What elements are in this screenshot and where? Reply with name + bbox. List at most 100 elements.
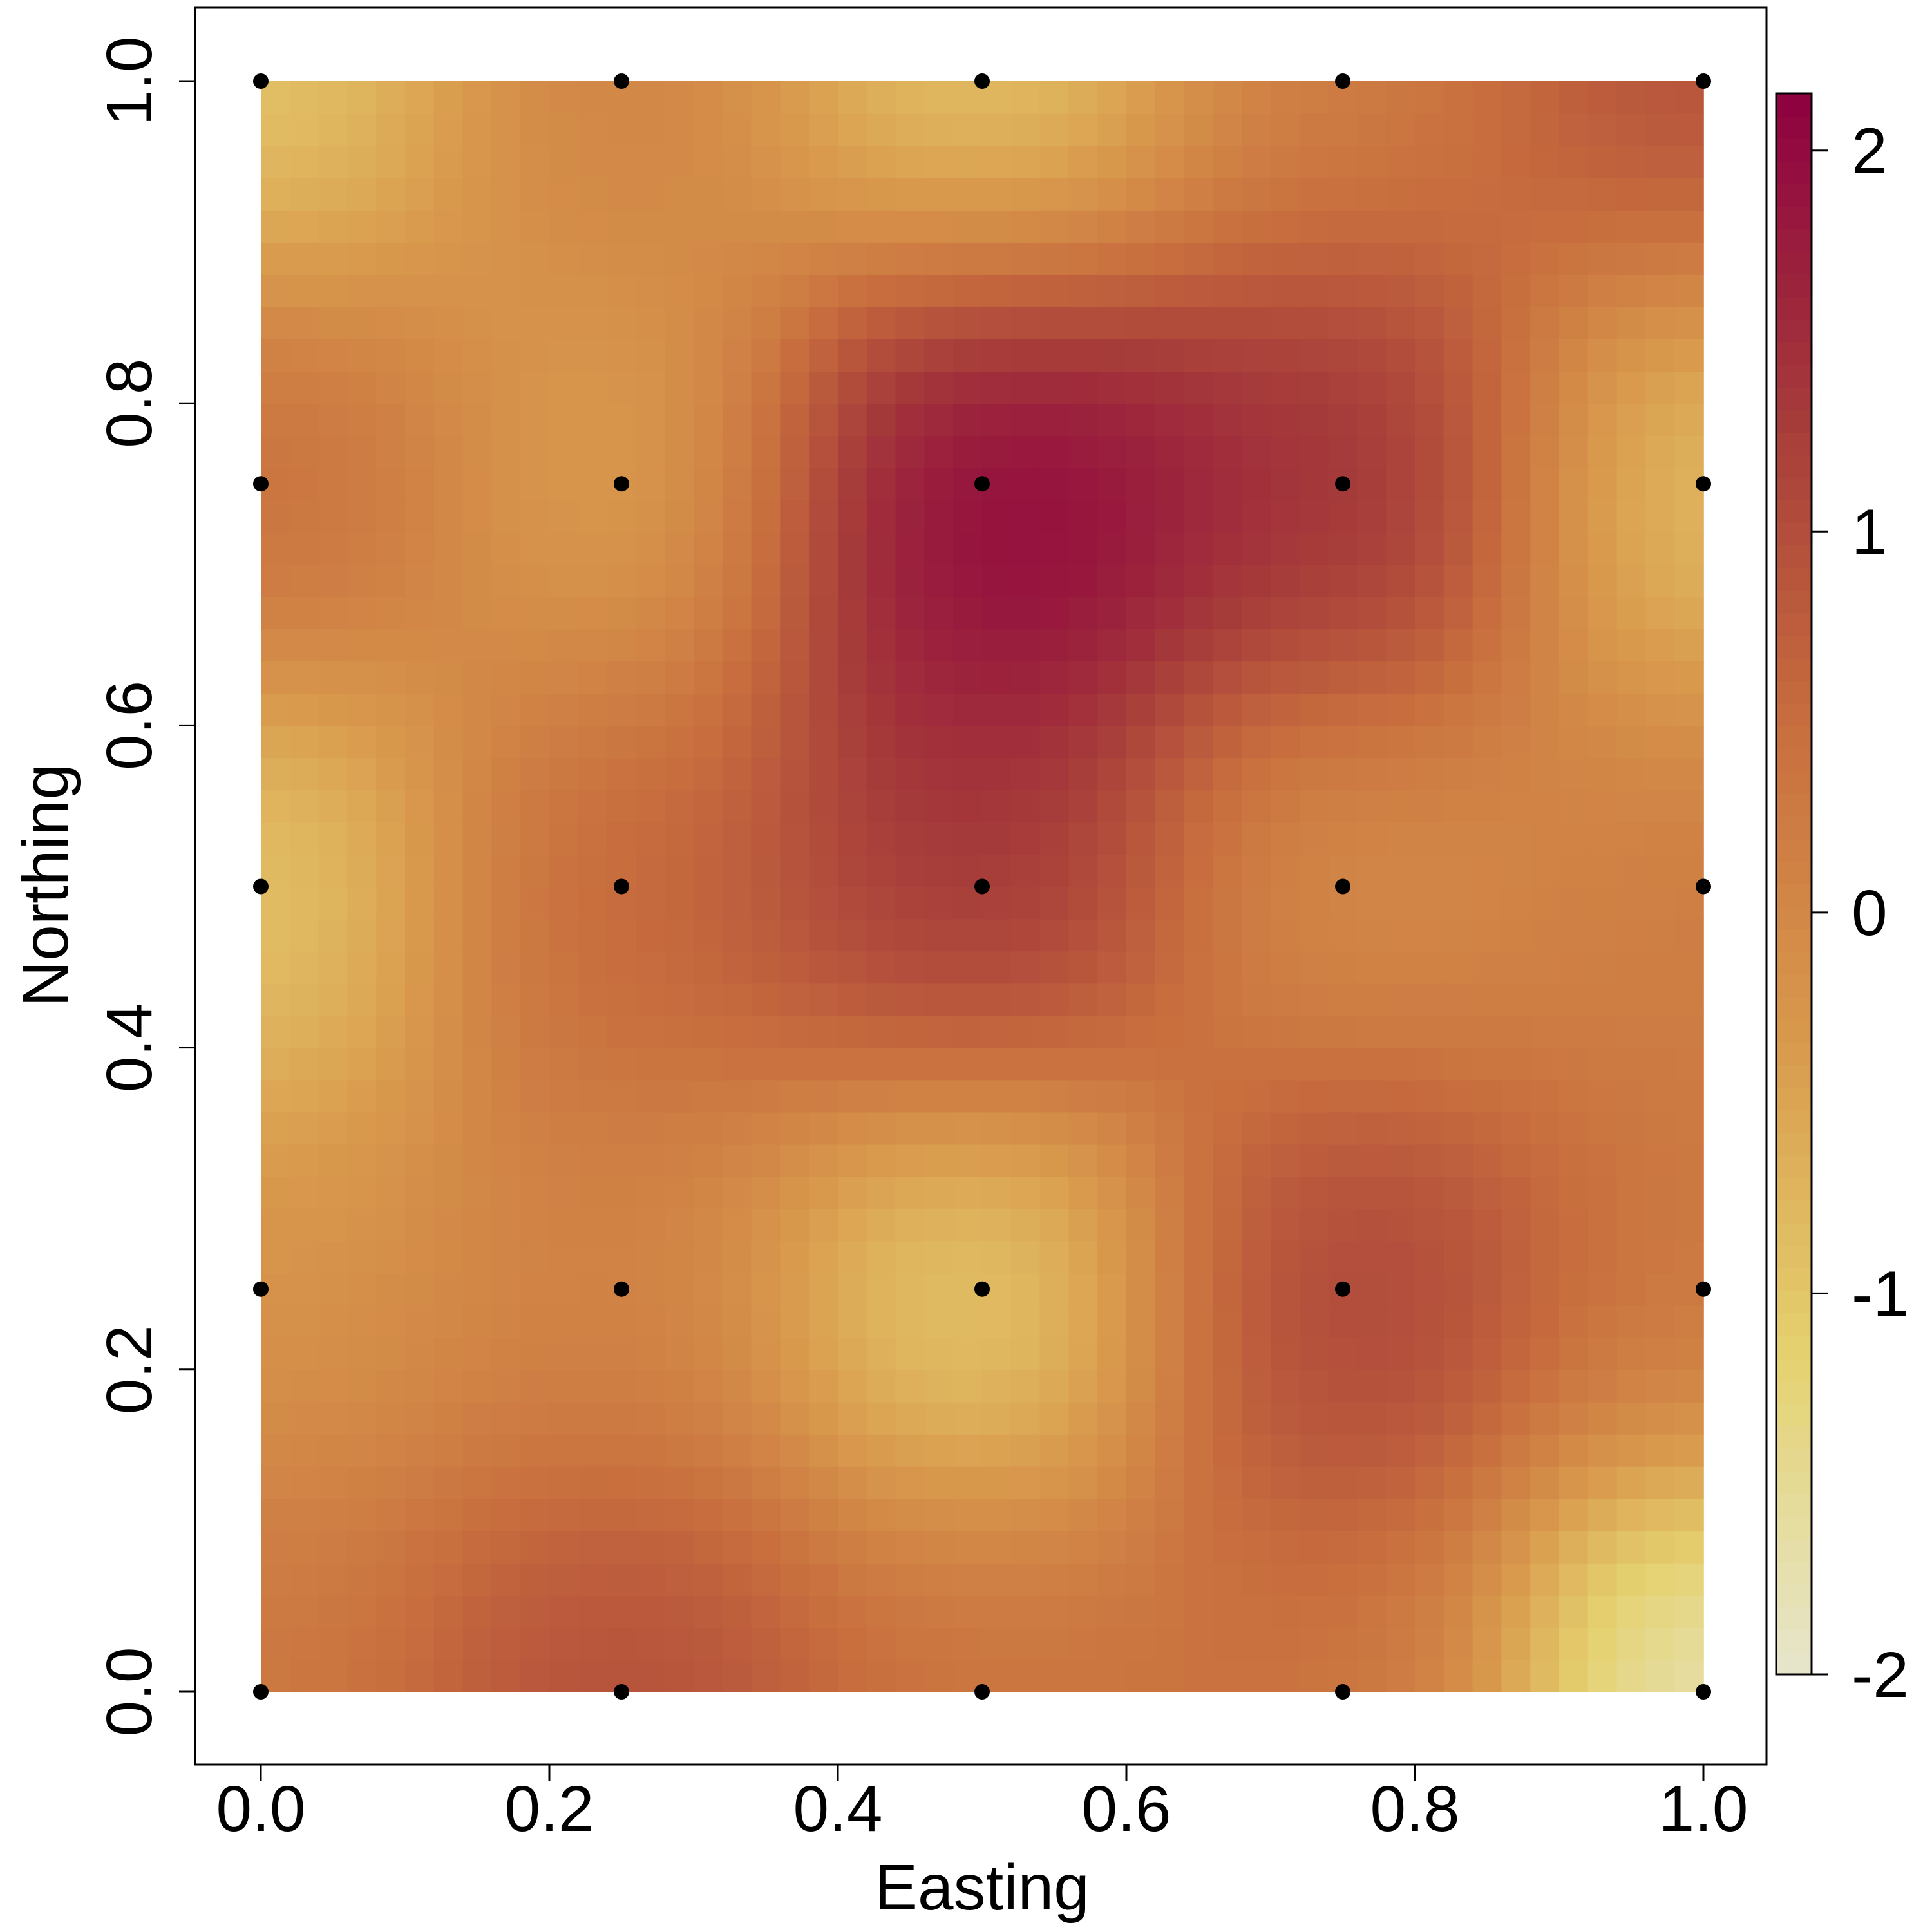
- heatmap-cell: [1587, 468, 1618, 501]
- heatmap-cell: [953, 274, 983, 307]
- heatmap-cell: [433, 1208, 464, 1242]
- heatmap-cell: [838, 1434, 867, 1467]
- heatmap-cell: [838, 307, 867, 339]
- heatmap-cell: [376, 725, 406, 759]
- heatmap-cell: [405, 339, 435, 372]
- heatmap-cell: [924, 468, 954, 501]
- heatmap-cell: [289, 1466, 319, 1499]
- heatmap-cell: [1242, 500, 1271, 533]
- heatmap-cell: [1472, 532, 1502, 565]
- sample-point: [1696, 878, 1711, 895]
- heatmap-cell: [1039, 1369, 1070, 1403]
- heatmap-cell: [1645, 1466, 1675, 1499]
- heatmap-cell: [1126, 596, 1156, 630]
- heatmap-cell: [1472, 1530, 1502, 1564]
- heatmap-cell: [895, 790, 925, 823]
- heatmap-cell: [318, 1079, 348, 1113]
- heatmap-cell: [491, 1466, 521, 1499]
- heatmap-cell: [433, 1015, 464, 1048]
- heatmap-cell: [1242, 403, 1271, 437]
- heatmap-cell: [1674, 210, 1704, 243]
- heatmap-cell: [866, 1337, 896, 1370]
- heatmap-cell: [838, 1627, 867, 1660]
- heatmap-cell: [1357, 1498, 1387, 1531]
- heatmap-cell: [607, 403, 637, 437]
- heatmap-cell: [607, 1144, 637, 1177]
- heatmap-cell: [809, 1305, 838, 1338]
- heatmap-cell: [1357, 178, 1387, 211]
- heatmap-cell: [1645, 274, 1675, 307]
- heatmap-cell: [1386, 757, 1416, 791]
- heatmap-cell: [491, 725, 521, 759]
- heatmap-cell: [491, 661, 521, 694]
- heatmap-cell: [1039, 1627, 1070, 1660]
- heatmap-cell: [1415, 629, 1444, 662]
- heatmap-cell: [1559, 1208, 1589, 1242]
- heatmap-cell: [1587, 1627, 1618, 1660]
- heatmap-cell: [1472, 983, 1502, 1016]
- heatmap-cell: [1415, 790, 1444, 823]
- heatmap-cell: [809, 693, 838, 726]
- heatmap-cell: [1443, 1015, 1473, 1048]
- heatmap-cell: [1587, 1047, 1618, 1081]
- heatmap-cell: [953, 339, 983, 372]
- heatmap-cell: [1616, 790, 1647, 823]
- heatmap-cell: [261, 1498, 290, 1531]
- heatmap-cell: [376, 1530, 406, 1564]
- heatmap-cell: [809, 500, 838, 533]
- heatmap-cell: [405, 371, 435, 404]
- heatmap-cell: [1559, 1337, 1589, 1370]
- heatmap-cell: [982, 983, 1012, 1016]
- heatmap-cell: [1242, 1079, 1271, 1113]
- heatmap-cell: [347, 468, 377, 501]
- heatmap-cell: [1501, 1337, 1531, 1370]
- heatmap-cell: [376, 983, 406, 1016]
- heatmap-cell: [433, 1434, 464, 1467]
- heatmap-cell: [376, 886, 406, 920]
- heatmap-cell: [866, 81, 896, 114]
- heatmap-cell: [924, 725, 954, 759]
- heatmap-cell: [376, 1273, 406, 1306]
- heatmap-cell: [1501, 661, 1531, 694]
- heatmap-cell: [694, 1337, 723, 1370]
- heatmap-cell: [665, 500, 694, 533]
- heatmap-cell: [982, 693, 1012, 726]
- heatmap-cell: [1645, 435, 1675, 469]
- heatmap-cell: [636, 1466, 665, 1499]
- heatmap-cell: [1068, 661, 1098, 694]
- heatmap-cell: [1559, 1273, 1589, 1306]
- heatmap-cell: [780, 629, 810, 662]
- heatmap-cell: [1472, 1466, 1502, 1499]
- heatmap-cell: [347, 1079, 377, 1113]
- heatmap-cell: [1184, 1627, 1214, 1660]
- heatmap-cell: [722, 725, 752, 759]
- heatmap-cell: [809, 81, 838, 114]
- heatmap-cell: [1443, 693, 1473, 726]
- heatmap-cell: [1674, 1208, 1704, 1242]
- heatmap-cell: [1530, 274, 1560, 307]
- heatmap-cell: [549, 661, 579, 694]
- heatmap-cell: [780, 983, 810, 1016]
- heatmap-cell: [1472, 403, 1502, 437]
- heatmap-cell: [694, 1530, 723, 1564]
- heatmap-cell: [1357, 371, 1387, 404]
- heatmap-cell: [1501, 81, 1531, 114]
- heatmap-cell: [1271, 1466, 1300, 1499]
- heatmap-cell: [1126, 435, 1156, 469]
- heatmap-cell: [318, 1530, 348, 1564]
- heatmap-cell: [809, 629, 838, 662]
- heatmap-cell: [636, 886, 665, 920]
- heatmap-cell: [1386, 1627, 1416, 1660]
- heatmap-cell: [1559, 1015, 1589, 1048]
- heatmap-cell: [722, 918, 752, 952]
- heatmap-cell: [520, 1498, 550, 1531]
- heatmap-cell: [751, 983, 781, 1016]
- heatmap-cell: [1039, 113, 1070, 146]
- heatmap-cell: [1587, 1369, 1618, 1403]
- heatmap-cell: [809, 178, 838, 211]
- heatmap-cell: [1501, 1079, 1531, 1113]
- heatmap-cell: [1530, 1659, 1560, 1692]
- heatmap-cell: [1645, 661, 1675, 694]
- heatmap-cell: [376, 242, 406, 275]
- colorbar-swatch: [1776, 726, 1812, 749]
